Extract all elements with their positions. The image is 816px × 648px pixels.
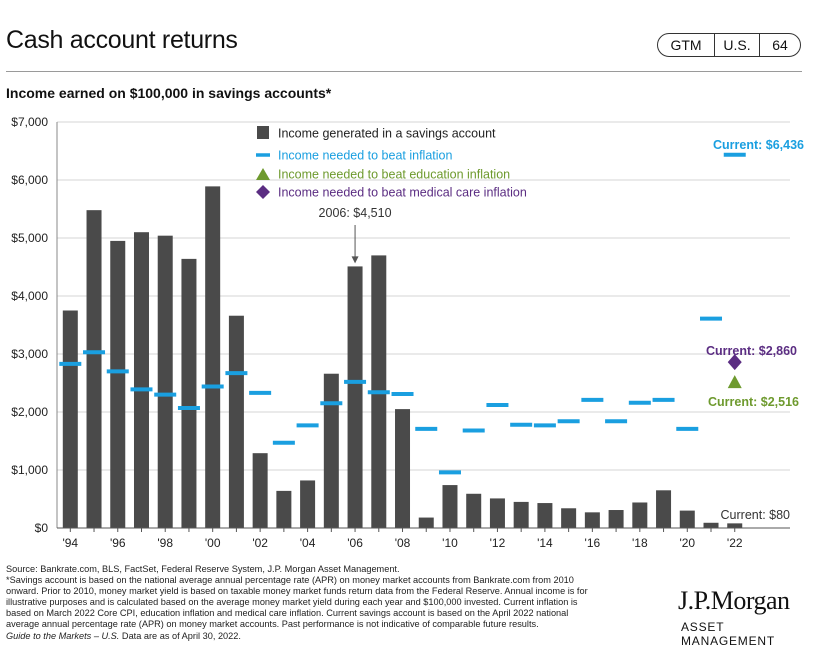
x-tick-label: '18: [632, 536, 648, 550]
income-bar: [703, 522, 719, 528]
income-bar: [300, 480, 316, 528]
income-bar: [632, 502, 648, 528]
bar-chart: $0 $1,000 $2,000 $3,000 $4,000 $5,000 $6,000 $7…: [11, 115, 804, 550]
income-bar: [205, 186, 221, 528]
legend-label: Income generated in a savings account: [278, 127, 496, 141]
legend-label: Income needed to beat education inflatio…: [278, 168, 510, 182]
income-bar: [727, 523, 743, 528]
income-bar: [276, 490, 292, 528]
income-bar: [395, 409, 411, 528]
income-bar: [252, 453, 268, 528]
income-bar: [679, 510, 695, 528]
income-bar: [323, 373, 339, 528]
y-tick-label: $0: [35, 521, 49, 535]
current-inflation-label: Current: $6,436: [713, 138, 804, 152]
income-bar: [442, 485, 458, 528]
y-tick-label: $6,000: [11, 173, 48, 187]
x-tick-label: '04: [300, 536, 316, 550]
x-tick-label: '20: [679, 536, 695, 550]
x-tick-label: '16: [585, 536, 601, 550]
income-bar: [537, 503, 553, 528]
education-inflation-marker: [727, 375, 742, 389]
y-tick-label: $2,000: [11, 405, 48, 419]
logo-subtitle: ASSET MANAGEMENT: [681, 620, 776, 648]
current-medical-label: Current: $2,860: [706, 344, 797, 358]
footnote-line: based on March 2022 Core CPI, education …: [6, 608, 569, 619]
y-tick-label: $7,000: [11, 115, 48, 129]
income-bar: [86, 210, 102, 528]
page-title: Cash account returns: [6, 26, 238, 54]
guide-title: Guide to the Markets – U.S.: [6, 630, 120, 641]
y-tick-label: $5,000: [11, 231, 48, 245]
income-bar: [513, 501, 529, 528]
chart-title: Income earned on $100,000 in savings acc…: [6, 85, 332, 101]
x-tick-label: '98: [157, 536, 173, 550]
annotation-arrow-head: [351, 256, 359, 264]
page-badge: GTM U.S. 64: [657, 33, 801, 57]
legend-label: Income needed to beat medical care infla…: [278, 186, 527, 200]
footnote: Source: Bankrate.com, BLS, FactSet, Fede…: [6, 564, 656, 642]
annotation-2006: 2006: $4,510: [319, 206, 392, 220]
x-tick-label: '94: [62, 536, 78, 550]
badge-page-number: 64: [772, 37, 788, 53]
income-bar: [62, 310, 78, 528]
current-education-label: Current: $2,516: [708, 395, 799, 409]
guide-line: Guide to the Markets – U.S. Data are as …: [6, 631, 656, 642]
badge-region: U.S.: [715, 34, 760, 56]
footnote-line: average annual percentage rate (APR) on …: [6, 619, 539, 630]
x-tick-label: '96: [110, 536, 126, 550]
footnote-line: onward. Prior to 2010, money market yiel…: [6, 586, 588, 597]
x-tick-label: '06: [347, 536, 363, 550]
income-bar: [418, 517, 434, 528]
income-bar: [489, 498, 505, 528]
income-bar: [656, 490, 672, 528]
y-tick-label: $3,000: [11, 347, 48, 361]
income-bar: [133, 232, 149, 528]
current-savings-label: Current: $80: [721, 508, 791, 522]
footnote-line: illustrative purposes and is calculated …: [6, 597, 578, 608]
footnote-line: *Savings account is based on the nationa…: [6, 575, 574, 586]
y-tick-label: $4,000: [11, 289, 48, 303]
income-bar: [466, 493, 482, 528]
legend-label: Income needed to beat inflation: [278, 149, 452, 163]
income-bar: [608, 510, 624, 528]
legend-swatch-education: [256, 168, 270, 180]
header-divider: [6, 71, 802, 72]
income-bar: [110, 240, 126, 528]
legend-swatch-medical: [256, 185, 270, 199]
x-tick-label: '10: [442, 536, 458, 550]
x-tick-label: '12: [490, 536, 506, 550]
income-bar: [157, 235, 173, 528]
legend-swatch-savings: [257, 126, 269, 139]
x-tick-label: '02: [252, 536, 268, 550]
footnote-line: Source: Bankrate.com, BLS, FactSet, Fede…: [6, 564, 400, 574]
income-bar: [561, 508, 577, 528]
x-tick-label: '08: [395, 536, 411, 550]
y-tick-label: $1,000: [11, 463, 48, 477]
jpmorgan-logo: J.P.Morgan: [678, 586, 790, 615]
x-tick-label: '00: [205, 536, 221, 550]
income-bar: [228, 315, 244, 528]
income-bar: [347, 266, 363, 528]
guide-date: Data are as of April 30, 2022.: [119, 630, 241, 641]
income-bar: [181, 258, 197, 528]
medical-inflation-marker: [727, 354, 742, 371]
x-tick-label: '22: [727, 536, 743, 550]
badge-market: GTM: [658, 34, 715, 56]
income-bar: [584, 512, 600, 528]
x-tick-label: '14: [537, 536, 553, 550]
